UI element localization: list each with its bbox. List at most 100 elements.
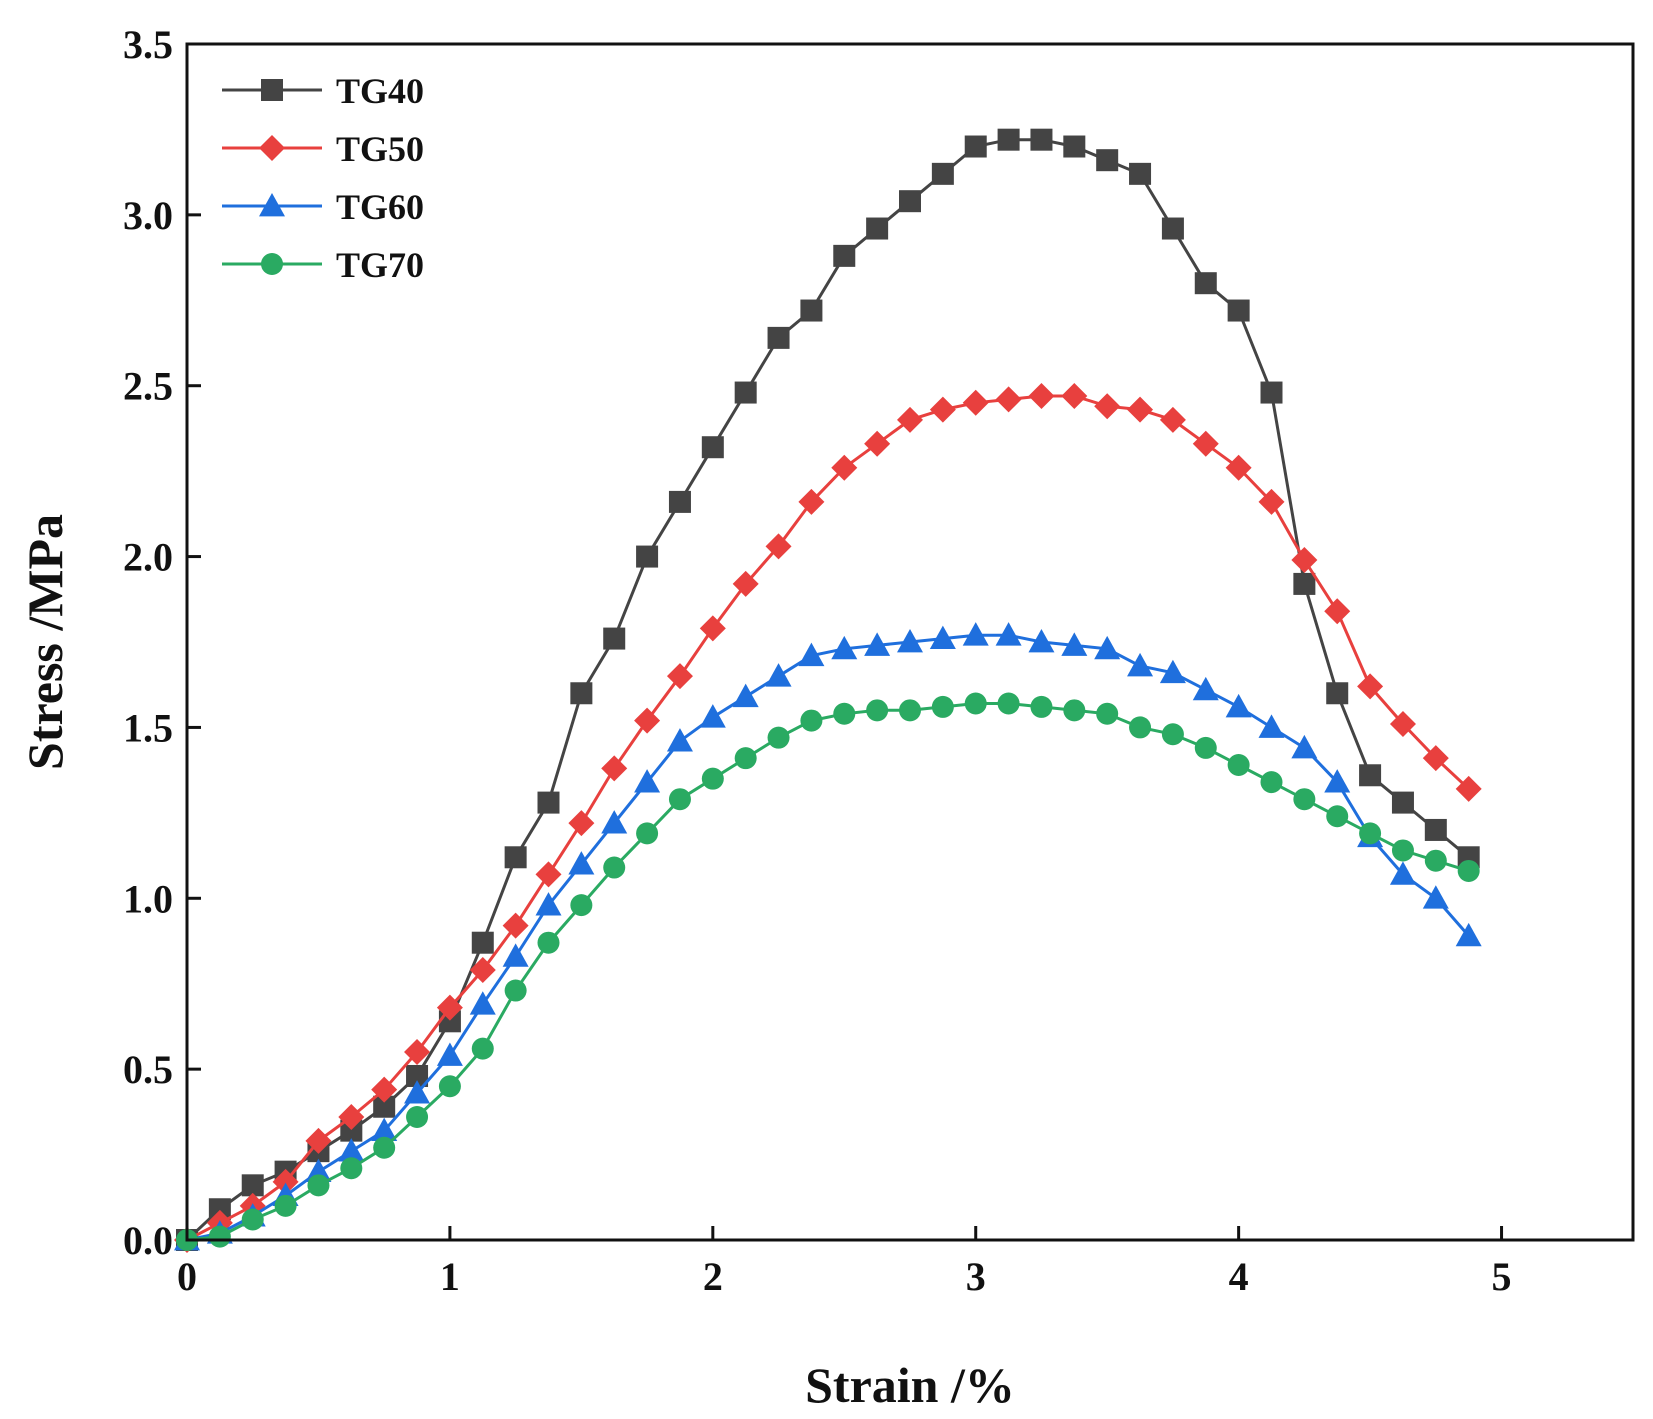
data-point-tg70 <box>274 1194 297 1217</box>
data-point-tg70 <box>734 747 757 770</box>
y-tick-label: 3.0 <box>123 193 173 238</box>
data-point-tg40 <box>570 682 593 705</box>
x-tick-label: 5 <box>1492 1254 1512 1299</box>
plot-frame <box>185 42 1635 1242</box>
data-point-tg40 <box>767 326 790 349</box>
data-point-tg40 <box>1424 818 1447 841</box>
data-point-tg50 <box>864 430 891 457</box>
data-point-tg40 <box>471 931 494 954</box>
y-tick-label: 1.5 <box>123 705 173 750</box>
data-point-tg70 <box>964 692 987 715</box>
series-line-tg70 <box>186 702 1470 1242</box>
data-point-tg50 <box>666 663 693 690</box>
data-point-tg70 <box>866 699 889 722</box>
x-tick-label: 4 <box>1229 1254 1249 1299</box>
data-point-tg50 <box>1389 711 1416 738</box>
data-point-tg50 <box>436 994 463 1021</box>
data-point-tg50 <box>765 533 792 560</box>
data-point-tg60 <box>1258 714 1285 738</box>
data-point-tg60 <box>535 892 562 916</box>
data-point-tg70 <box>1063 699 1086 722</box>
data-point-tg50 <box>502 912 529 939</box>
data-point-tg70 <box>307 1174 330 1197</box>
data-point-tg50 <box>699 615 726 642</box>
data-point-tg70 <box>668 788 691 811</box>
data-point-tg40 <box>899 190 921 213</box>
data-point-tg70 <box>1129 716 1152 739</box>
data-point-tg70 <box>1391 839 1414 862</box>
data-point-tg50 <box>1357 673 1384 700</box>
series-line-tg60 <box>186 633 1470 1242</box>
data-point-tg50 <box>601 755 628 782</box>
data-point-tg70 <box>340 1157 363 1180</box>
x-tick-label: 0 <box>177 1254 197 1299</box>
series-tg50 <box>174 382 1482 1253</box>
data-point-tg60 <box>469 991 496 1015</box>
legend-item-tg60: TG60 <box>222 187 424 227</box>
data-point-tg70 <box>208 1225 231 1248</box>
data-point-tg60 <box>1094 635 1121 660</box>
data-point-tg60 <box>831 635 858 660</box>
data-point-tg50 <box>568 810 595 837</box>
legend-marker-tg60 <box>259 193 285 217</box>
data-point-tg60 <box>666 728 693 752</box>
data-point-tg40 <box>373 1095 396 1118</box>
data-point-tg50 <box>634 707 661 734</box>
data-point-tg70 <box>636 822 659 845</box>
data-point-tg50 <box>1159 406 1186 433</box>
data-point-tg40 <box>1129 162 1152 185</box>
series-line-tg50 <box>186 394 1470 1242</box>
data-point-tg70 <box>1326 805 1349 828</box>
y-tick-label: 0.0 <box>123 1218 173 1263</box>
legend-label-tg50: TG50 <box>336 129 424 169</box>
data-point-tg60 <box>568 851 595 875</box>
data-point-tg60 <box>1422 885 1449 909</box>
data-point-tg50 <box>1324 598 1351 625</box>
data-point-tg60 <box>765 663 792 687</box>
data-point-tg70 <box>833 702 856 725</box>
y-tick-label: 0.5 <box>123 1047 173 1092</box>
x-tick-label: 2 <box>703 1254 723 1299</box>
data-point-tg50 <box>962 389 989 416</box>
data-point-tg40 <box>964 135 987 158</box>
data-point-tg70 <box>1030 695 1053 718</box>
y-axis-title: Stress /MPa <box>17 514 73 770</box>
data-point-tg70 <box>1359 822 1382 845</box>
data-point-tg50 <box>798 488 825 515</box>
data-point-tg40 <box>1096 149 1119 172</box>
data-point-tg50 <box>929 396 956 423</box>
data-point-tg50 <box>995 386 1022 413</box>
data-point-tg50 <box>1127 396 1154 423</box>
series-tg70 <box>176 692 1480 1251</box>
data-point-tg50 <box>1192 430 1219 457</box>
legend-marker-tg70 <box>261 253 283 275</box>
data-point-tg70 <box>767 726 790 749</box>
data-point-tg40 <box>668 490 691 513</box>
data-point-tg60 <box>1291 734 1318 759</box>
y-tick-label: 3.5 <box>123 22 173 67</box>
data-point-tg70 <box>1194 736 1217 759</box>
data-point-tg40 <box>1359 764 1382 787</box>
data-point-tg70 <box>1424 849 1447 872</box>
data-point-tg60 <box>1192 676 1219 701</box>
legend: TG40 TG50 TG60 TG70 <box>222 71 424 285</box>
data-point-tg50 <box>535 861 562 888</box>
data-point-tg50 <box>305 1127 332 1154</box>
data-point-tg40 <box>636 545 659 568</box>
data-point-tg60 <box>305 1158 332 1183</box>
data-point-tg60 <box>371 1117 398 1142</box>
data-point-tg70 <box>471 1037 494 1060</box>
data-point-tg40 <box>1227 299 1250 322</box>
data-point-tg70 <box>1457 859 1480 882</box>
data-point-tg60 <box>929 625 956 649</box>
data-point-tg40 <box>1260 381 1283 404</box>
data-point-tg70 <box>504 979 527 1002</box>
data-point-tg60 <box>864 632 891 656</box>
data-point-tg50 <box>831 454 858 481</box>
data-point-tg40 <box>734 381 757 404</box>
data-point-tg40 <box>1063 135 1086 158</box>
data-point-tg60 <box>1127 652 1154 677</box>
data-point-tg40 <box>931 162 954 185</box>
data-point-tg40 <box>603 627 626 650</box>
data-point-tg60 <box>1028 629 1055 653</box>
